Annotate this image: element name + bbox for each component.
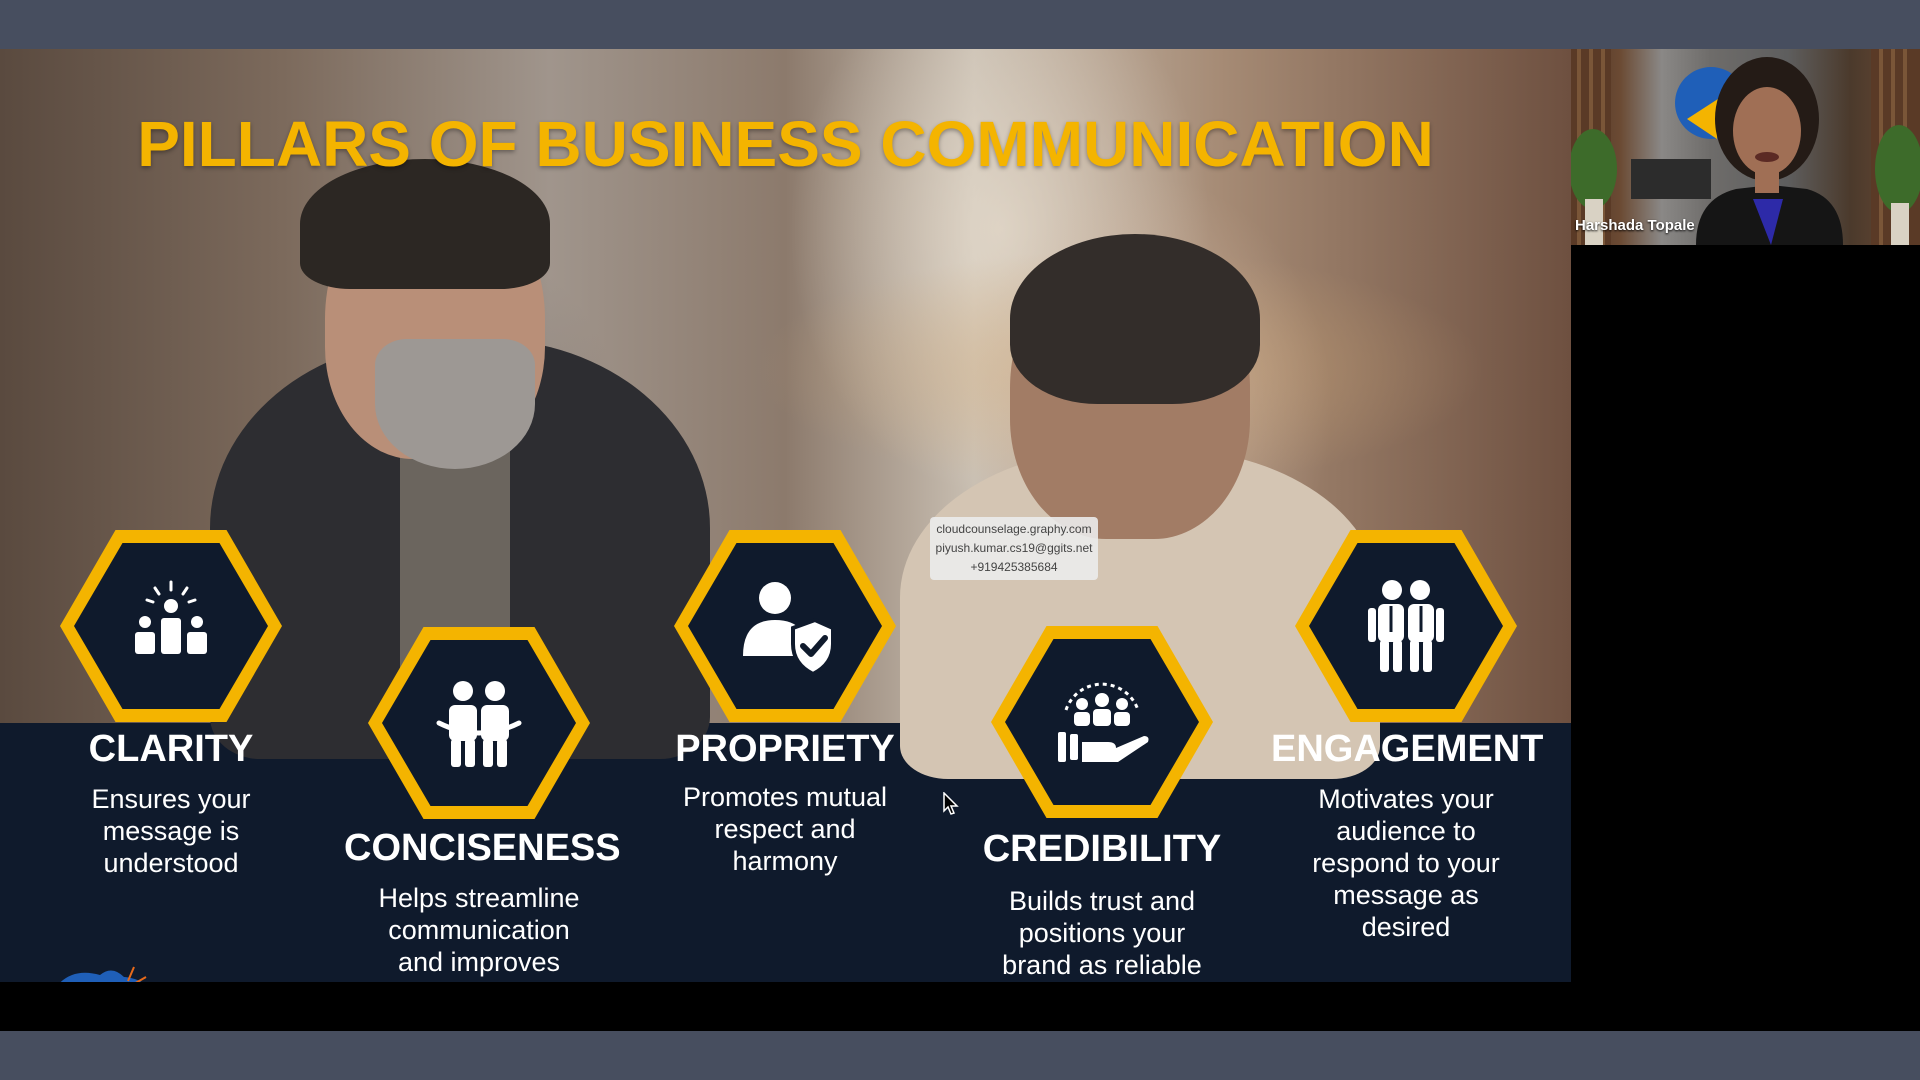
hexagon-badge <box>60 530 282 722</box>
person-left-hair <box>300 159 550 289</box>
shared-slide: PILLARS OF BUSINESS COMMUNICATION <box>0 49 1571 982</box>
two-people-icon <box>436 681 522 767</box>
pillar-description: Motivates your audience to respond to yo… <box>1312 784 1500 942</box>
pillar-propriety: PROPRIETY Promotes mutual respect and ha… <box>650 530 920 877</box>
hand-group-icon <box>1058 682 1149 762</box>
brand-logo-icon <box>60 966 147 982</box>
pillar-clarity: CLARITY Ensures your message is understo… <box>36 530 306 879</box>
watermark-overlay: cloudcounselage.graphy.com piyush.kumar.… <box>930 517 1098 580</box>
audience-idea-icon <box>135 580 207 654</box>
mouse-cursor-icon <box>943 792 959 815</box>
watermark-phone: +919425385684 <box>970 560 1058 574</box>
hexagon-badge <box>674 530 896 722</box>
pillar-title: ENGAGEMENT <box>1271 728 1544 770</box>
pillar-title: CLARITY <box>88 728 254 770</box>
pillar-title: CREDIBILITY <box>982 828 1222 870</box>
pillar-conciseness: CONCISENESS Helps streamline communicati… <box>344 627 621 978</box>
hexagon-badge <box>368 627 590 819</box>
hexagon-badge <box>991 626 1213 818</box>
person-left-beard <box>375 339 535 469</box>
pillar-credibility: CREDIBILITY Builds trust and positions y… <box>967 626 1237 981</box>
presenter-figure <box>1696 57 1843 245</box>
hexagon-badge <box>1295 530 1517 722</box>
watermark-email: piyush.kumar.cs19@ggits.net <box>935 541 1093 555</box>
watermark-website: cloudcounselage.graphy.com <box>936 522 1092 536</box>
person-right-hair <box>1010 234 1260 404</box>
slide-title: PILLARS OF BUSINESS COMMUNICATION <box>137 108 1434 180</box>
team-icon <box>1368 580 1444 672</box>
pillar-title: CONCISENESS <box>344 827 621 869</box>
pillar-engagement: ENGAGEMENT Motivates your audience to re… <box>1271 530 1544 943</box>
pillar-title: PROPRIETY <box>675 728 895 770</box>
user-shield-icon <box>743 582 835 676</box>
pillar-description: Builds trust and positions your brand as… <box>1002 886 1202 980</box>
participant-video-tile[interactable]: Harshada Topale <box>1571 49 1920 245</box>
pillar-description: Promotes mutual respect and harmony <box>682 782 888 876</box>
pillar-description: Helps streamline communication and impro… <box>378 883 580 977</box>
pillar-description: Ensures your message is understood <box>91 784 251 878</box>
participant-name: Harshada Topale <box>1575 217 1695 234</box>
